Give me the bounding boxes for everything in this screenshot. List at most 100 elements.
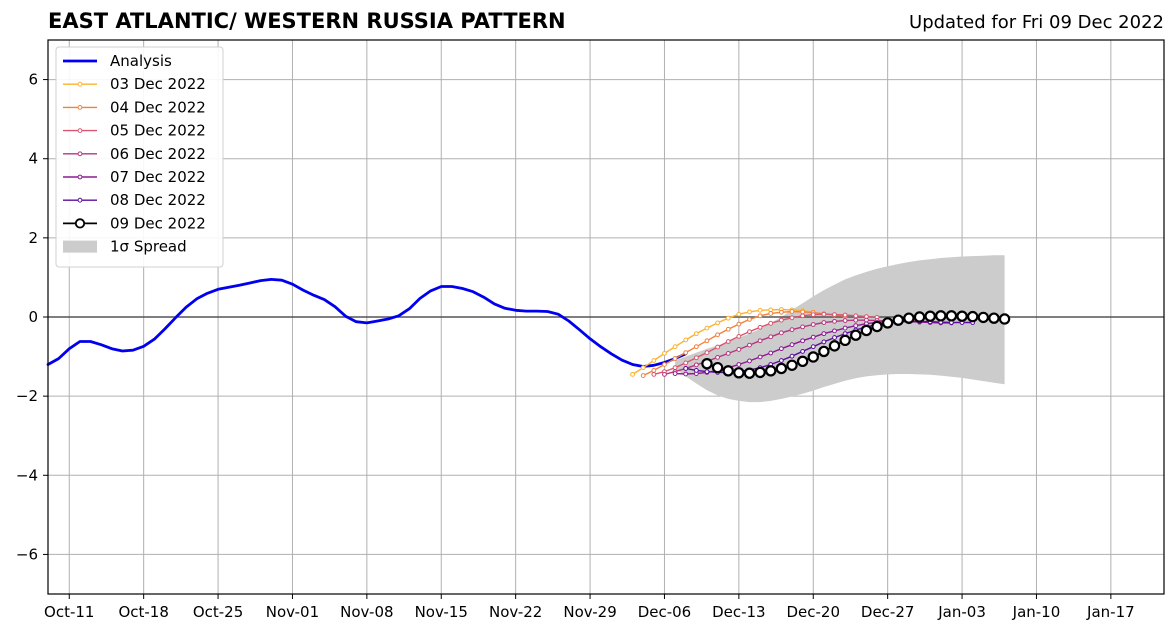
legend-label: 08 Dec 2022 [110, 191, 206, 209]
x-tick-label: Dec-13 [712, 603, 766, 621]
forecast-point [715, 354, 720, 360]
forecast-point [630, 371, 635, 377]
legend-label: 05 Dec 2022 [110, 122, 206, 140]
forecast-point [747, 342, 752, 348]
forecast-point [757, 313, 763, 319]
analysis-line [46, 277, 688, 368]
legend-box [55, 46, 224, 268]
x-tick-label: Jan-10 [1012, 603, 1061, 621]
forecast-point [810, 312, 816, 318]
forecast-point [903, 312, 915, 324]
forecast-point [736, 333, 742, 339]
forecast-point [807, 351, 819, 363]
forecast-point [693, 355, 699, 361]
legend-marker [74, 218, 86, 229]
legend-swatch [63, 240, 97, 253]
x-tick-label: Oct-11 [44, 603, 94, 621]
forecast-point [778, 346, 784, 352]
forecast-point [757, 354, 763, 360]
forecast-point [800, 349, 806, 354]
forecast-point [800, 309, 806, 315]
forecast-point [786, 359, 798, 371]
forecast-point [672, 344, 678, 350]
x-tick-label: Oct-18 [118, 603, 168, 621]
forecast-point [913, 311, 926, 323]
forecast-point [832, 328, 837, 334]
forecast-05-dec-2022 [651, 311, 880, 377]
forecast-point [757, 338, 763, 344]
legend-entry: 08 Dec 2022 [63, 191, 206, 209]
legend-marker [77, 128, 83, 134]
x-tick-label: Nov-22 [489, 603, 542, 621]
forecast-point [998, 313, 1011, 325]
analysis-series [46, 277, 688, 368]
forecast-point [701, 357, 713, 370]
forecast-point [736, 362, 742, 367]
y-tick-label: 4 [28, 150, 38, 168]
legend-label: 03 Dec 2022 [110, 75, 206, 93]
forecast-point [796, 355, 809, 368]
x-tick-label: Nov-08 [340, 603, 393, 621]
forecast-point [821, 331, 827, 337]
forecast-point [853, 317, 859, 323]
forecast-point [842, 312, 848, 318]
forecast-point [725, 326, 731, 332]
forecast-point [672, 371, 678, 376]
forecast-point [722, 365, 734, 377]
forecast-point [892, 314, 904, 326]
forecast-point [945, 310, 958, 322]
y-tick-label: 2 [28, 229, 38, 247]
forecast-point [765, 365, 777, 377]
forecast-point [853, 313, 859, 319]
forecast-point [640, 365, 646, 371]
forecast-point [715, 320, 720, 326]
forecast-point [693, 368, 699, 373]
forecast-point [725, 351, 731, 356]
forecast-point [778, 330, 784, 336]
forecast-point [832, 335, 837, 340]
forecast-point [640, 373, 646, 378]
forecast-point [789, 327, 795, 333]
forecast-series [630, 307, 1011, 379]
forecast-point [988, 312, 1000, 324]
forecast-09-dec-2022 [701, 310, 1011, 379]
forecast-point [651, 358, 657, 363]
legend-marker [77, 81, 83, 87]
forecast-point [821, 320, 827, 325]
forecast-point [778, 317, 784, 323]
forecast-point [871, 320, 883, 333]
forecast-point [683, 337, 689, 343]
y-axis: −6 −4 −2 0 2 4 6 [16, 71, 48, 563]
forecast-point [842, 318, 848, 323]
legend-entry: 1σ Spread [63, 238, 187, 256]
legend-entry: 07 Dec 2022 [63, 168, 206, 186]
forecast-point [860, 324, 873, 337]
x-tick-label: Nov-15 [415, 603, 468, 621]
forecast-point [683, 360, 689, 366]
forecast-point [924, 310, 936, 322]
forecast-point [672, 365, 678, 371]
forecast-point [683, 371, 689, 377]
legend-entry: 09 Dec 2022 [63, 214, 206, 232]
forecast-point [839, 334, 851, 347]
forecast-point [747, 316, 752, 322]
forecast-point [778, 358, 784, 363]
forecast-line [653, 313, 878, 376]
legend-marker [77, 197, 83, 203]
forecast-point [715, 344, 720, 350]
forecast-point [966, 310, 979, 323]
forecast-point [789, 315, 795, 321]
chart-subtitle: Updated for Fri 09 Dec 2022 [909, 12, 1164, 33]
forecast-point [725, 339, 731, 344]
forecast-point [693, 344, 699, 350]
forecast-point [810, 344, 816, 350]
legend-label: 06 Dec 2022 [110, 145, 206, 163]
y-tick-label: 0 [28, 308, 38, 326]
forecast-point [672, 356, 678, 361]
forecast-point [747, 309, 752, 315]
forecast-point [778, 309, 784, 315]
forecast-point [693, 331, 699, 337]
forecast-point [743, 367, 756, 379]
forecast-point [935, 310, 947, 322]
forecast-point [736, 311, 742, 317]
